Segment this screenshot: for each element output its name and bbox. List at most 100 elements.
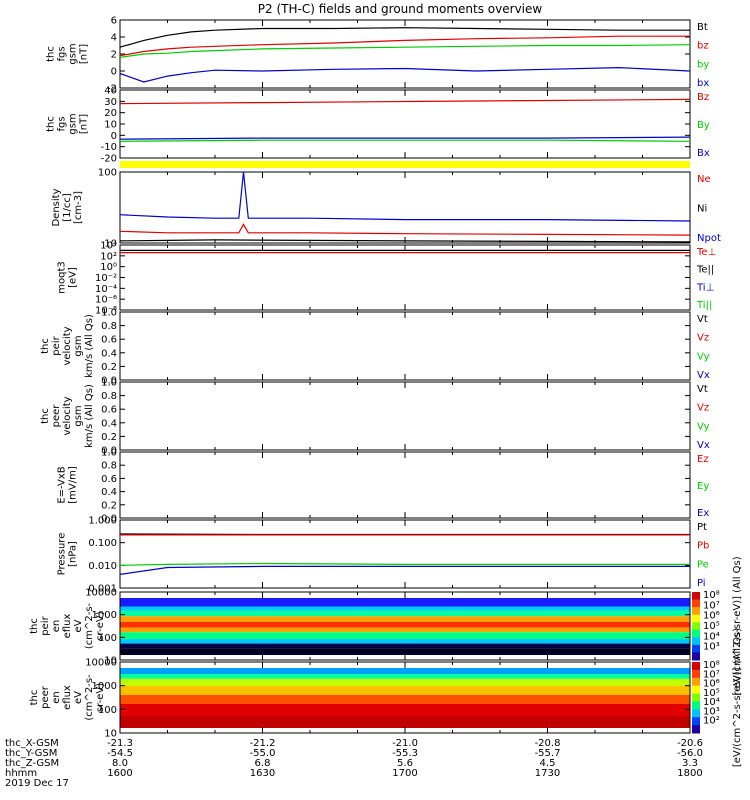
colorbar-segment	[692, 725, 700, 734]
y-tick-label: 0.2	[101, 362, 117, 373]
x-axis-row-label: thc_Y-GSM	[5, 748, 57, 759]
y-axis-label: thc	[29, 618, 40, 634]
panel-5: 1.0 0.8 0.6 0.4 0.2 0.0 thc peir velocity gsm km/s…	[40, 308, 710, 387]
x-axis-row-label: hhmm	[5, 768, 37, 779]
legend-entry: By	[697, 120, 710, 131]
x-axis-value: 3.3	[682, 758, 698, 769]
x-axis-value: 8.0	[112, 758, 128, 769]
legend-entry: Npot	[697, 233, 721, 244]
legend-entry: Vy	[697, 421, 710, 432]
legend-entry: by	[697, 59, 709, 70]
spectrogram-band	[120, 716, 690, 728]
y-axis-label: [mV/m]	[68, 466, 79, 504]
spectrogram-band	[120, 598, 690, 607]
colorbar-tick: 10⁷	[703, 600, 720, 611]
spectrogram-band	[120, 616, 690, 622]
legend-entry: Ni	[697, 204, 707, 215]
colorbar-tick: 10³	[703, 706, 720, 717]
y-axis-label: peir	[51, 335, 62, 355]
y-tick-label: 4	[111, 33, 117, 44]
colorbar-segment	[692, 629, 700, 638]
y-tick-label: 10	[104, 729, 117, 740]
y-axis-label: eflux	[62, 614, 73, 639]
y-tick-label: 0.100	[88, 538, 117, 549]
y-axis-label: thc	[29, 690, 40, 706]
y-axis-label: peir	[40, 615, 51, 635]
y-tick-label: 100	[98, 168, 117, 179]
y-tick-label: 0.2	[101, 432, 117, 443]
legend-entry: Vx	[697, 440, 710, 451]
spectrogram-band	[120, 632, 690, 640]
colorbar-segment	[692, 662, 700, 671]
legend-entry: Ey	[697, 481, 709, 492]
y-tick-label: 0.6	[101, 405, 117, 416]
series-line-bz	[119, 98, 691, 105]
colorbar-segment	[692, 622, 700, 631]
legend-entry: Bt	[697, 22, 708, 33]
colorbar-segment	[692, 637, 700, 646]
colorbar-tick: 10⁶	[703, 679, 720, 690]
y-axis-label: gsm	[68, 43, 79, 64]
y-axis-label: [eV]	[68, 267, 79, 288]
legend-entry: Vy	[697, 351, 710, 362]
y-axis-label: km/s (All Qs)	[84, 384, 95, 448]
y-axis-label: sr-eV)	[95, 611, 106, 640]
y-tick-label: 20	[104, 108, 117, 119]
x-axis-value: -21.2	[250, 738, 276, 749]
spectrogram-band	[120, 674, 690, 679]
y-tick-label: 10	[104, 120, 117, 131]
y-tick-label: 0.8	[101, 461, 117, 472]
x-axis-row-label: thc_X-GSM	[5, 738, 59, 749]
x-axis-value: 6.8	[255, 758, 271, 769]
x-axis-value: -55.3	[392, 748, 418, 759]
y-tick-label: 10	[104, 656, 117, 667]
y-axis-label: thc	[40, 338, 51, 354]
legend-entry: Te⊥	[696, 247, 716, 258]
x-axis-value: 5.6	[397, 758, 413, 769]
colorbar-tick: 10⁸	[703, 660, 720, 671]
colorbar-segment	[692, 644, 700, 653]
spectrogram-band	[120, 610, 690, 617]
legend-entry: Bz	[697, 92, 709, 103]
colorbar-segment	[692, 709, 700, 718]
legend-entry: Pe	[697, 559, 709, 570]
colorbar-tick: 10³	[703, 642, 720, 653]
y-tick-label: 10⁻⁶	[95, 295, 117, 306]
y-tick-label: 0.6	[101, 474, 117, 485]
legend-entry: Ti⊥	[696, 282, 714, 293]
y-axis-label: gsm	[73, 335, 84, 356]
spectrogram-band	[120, 686, 690, 695]
y-tick-label: 10⁴	[100, 241, 117, 252]
legend-entry: Ez	[697, 454, 709, 465]
x-axis-value: -56.0	[677, 748, 703, 759]
y-tick-label: 10000	[85, 658, 117, 669]
legend-entry: Pb	[697, 541, 709, 552]
colorbar-tick: 10⁶	[703, 611, 720, 622]
legend-entry: bz	[697, 41, 709, 52]
y-tick-label: 1.000	[88, 516, 117, 527]
x-axis-date: 2019 Dec 17	[5, 778, 69, 789]
legend-entry: Ti||	[696, 300, 712, 311]
y-axis-label: [nT]	[79, 114, 90, 134]
spectrogram-band	[120, 668, 690, 674]
y-axis-label: moqt3	[57, 261, 68, 294]
y-tick-label: 1.0	[101, 378, 117, 389]
series-line-bz	[119, 35, 690, 57]
colorbar-tick: 10⁵	[703, 621, 720, 632]
legend-entry: Vx	[697, 370, 710, 381]
series-line-ni	[119, 239, 691, 243]
y-tick-label: 0.0	[101, 446, 117, 457]
panel-frame	[119, 519, 691, 589]
series-line-pi	[119, 565, 690, 575]
y-tick-label: 0.010	[88, 561, 117, 572]
series-line-ne	[119, 223, 691, 236]
y-tick-label: 0.0	[101, 514, 117, 525]
y-tick-label: 10⁻⁸	[95, 306, 117, 317]
y-axis-label: (cm^2-s-	[84, 602, 95, 649]
y-tick-label: 1.0	[101, 448, 117, 459]
colorbar-segment	[692, 717, 700, 726]
series-line-by	[119, 44, 691, 58]
x-axis-row-label: thc_Z-GSM	[5, 758, 59, 769]
